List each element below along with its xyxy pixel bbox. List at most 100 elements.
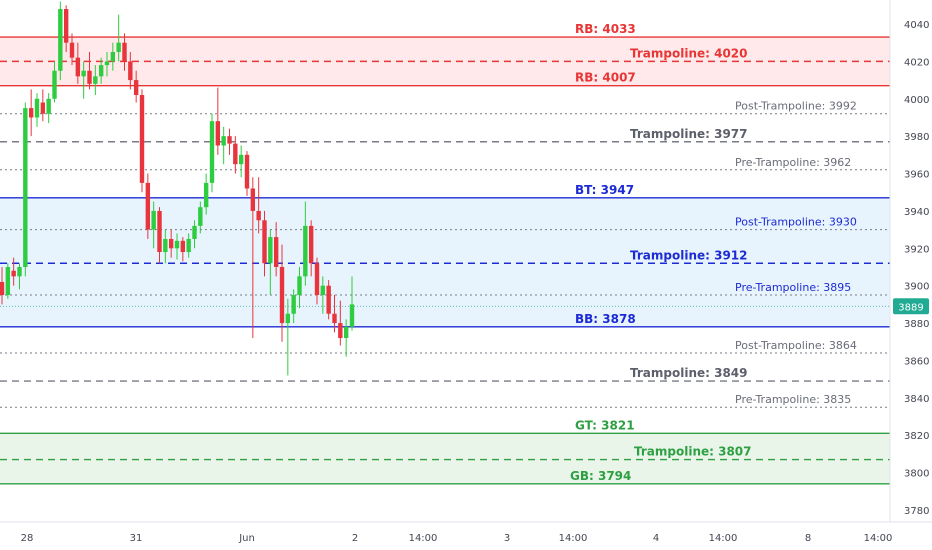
level-label: BB: 3878 <box>575 312 636 326</box>
candle <box>46 93 51 124</box>
candle <box>180 237 186 262</box>
level-label: Pre-Trampoline: 3895 <box>735 281 851 294</box>
candle <box>291 289 296 324</box>
candle <box>128 52 133 90</box>
level-label: Post-Trampoline: 3930 <box>735 216 857 229</box>
level-label: Pre-Trampoline: 3962 <box>735 156 851 169</box>
y-tick-label: 3800 <box>904 469 929 480</box>
y-tick-label: 3920 <box>904 244 929 255</box>
price-axis: 4040 4020 4000 3980 3960 3940 3920 3900 3880 3860… <box>889 0 929 522</box>
level-label: Trampoline: 3977 <box>630 127 748 141</box>
candle <box>17 263 22 290</box>
y-tick-label: 3860 <box>904 356 929 367</box>
candle <box>174 233 180 260</box>
candle <box>273 222 279 277</box>
candle <box>332 295 337 333</box>
candle <box>262 210 267 277</box>
x-tick-label: 14:00 <box>559 533 588 544</box>
candle <box>34 93 40 127</box>
x-tick-label: 14:00 <box>709 533 738 544</box>
candle <box>28 89 34 137</box>
candle <box>186 233 191 258</box>
level-label: RB: 4007 <box>575 71 636 85</box>
x-tick-label: 31 <box>130 533 143 544</box>
candle <box>209 113 215 193</box>
y-tick-label: 3840 <box>904 394 929 405</box>
candle <box>233 136 238 174</box>
candle <box>338 300 343 346</box>
candles <box>0 1 355 376</box>
x-tick-label: 8 <box>805 533 811 544</box>
candle <box>168 229 174 258</box>
candle <box>151 201 156 249</box>
candle <box>23 102 28 277</box>
candle <box>314 257 320 305</box>
y-tick-label: 3900 <box>904 282 929 293</box>
candle <box>203 173 209 215</box>
candle <box>192 220 197 249</box>
candle <box>93 65 98 96</box>
candle <box>69 33 75 66</box>
candle <box>75 42 81 84</box>
level-label: BT: 3947 <box>575 183 634 197</box>
candle <box>157 207 162 264</box>
candle <box>308 220 314 277</box>
level-label: Trampoline: 3849 <box>630 366 748 380</box>
candle <box>87 52 92 90</box>
candle <box>343 319 349 357</box>
time-axis: 28 31 Jun 2 14:00 3 14:00 4 14:00 8 14:00 <box>0 521 932 544</box>
level-label: Post-Trampoline: 3992 <box>735 100 857 113</box>
candle <box>256 177 261 234</box>
level-label: RB: 4033 <box>575 22 636 36</box>
candle <box>0 267 5 305</box>
candle <box>285 298 291 376</box>
candle <box>5 263 11 299</box>
x-tick-label: 4 <box>653 533 659 544</box>
candle <box>40 89 46 122</box>
candle <box>215 87 221 155</box>
candle <box>238 145 244 178</box>
x-tick-label: 3 <box>504 533 510 544</box>
candle <box>250 177 256 339</box>
candle <box>320 276 326 314</box>
y-tick-label: 4020 <box>904 57 929 68</box>
green-zone <box>0 433 890 484</box>
candle <box>163 229 168 264</box>
x-tick-label: 14:00 <box>409 533 438 544</box>
candle <box>349 276 355 331</box>
level-label: Pre-Trampoline: 3835 <box>735 393 851 406</box>
last-price-marker: 3889 <box>893 298 929 315</box>
y-tick-label: 3960 <box>904 170 929 181</box>
candle <box>221 126 226 165</box>
level-label: Trampoline: 4020 <box>630 46 748 60</box>
candle <box>58 1 63 81</box>
candle <box>326 280 331 320</box>
x-tick-label: 2 <box>352 533 358 544</box>
y-tick-label: 3880 <box>904 319 929 330</box>
last-price-badge <box>893 298 929 315</box>
candle <box>297 267 302 309</box>
level-label: GT: 3821 <box>575 418 635 432</box>
x-tick-label: 14:00 <box>864 533 893 544</box>
y-tick-label: 4000 <box>904 95 929 106</box>
candle <box>110 42 116 71</box>
candle <box>145 173 151 239</box>
candle <box>198 201 203 234</box>
y-tick-label: 3820 <box>904 431 929 442</box>
y-tick-label: 3980 <box>904 132 929 143</box>
level-label: GB: 3794 <box>570 469 631 483</box>
y-tick-label: 3940 <box>904 207 929 218</box>
candle <box>11 257 16 286</box>
candle <box>303 201 308 286</box>
y-tick-label: 4040 <box>904 20 929 31</box>
candle <box>227 128 232 155</box>
level-label: Trampoline: 3912 <box>630 248 748 262</box>
candle <box>139 89 145 193</box>
candle <box>63 5 69 53</box>
candle <box>279 244 285 342</box>
candle <box>122 33 127 71</box>
candle <box>133 70 139 103</box>
last-price-label: 3889 <box>898 302 923 313</box>
x-tick-label: 28 <box>21 533 34 544</box>
